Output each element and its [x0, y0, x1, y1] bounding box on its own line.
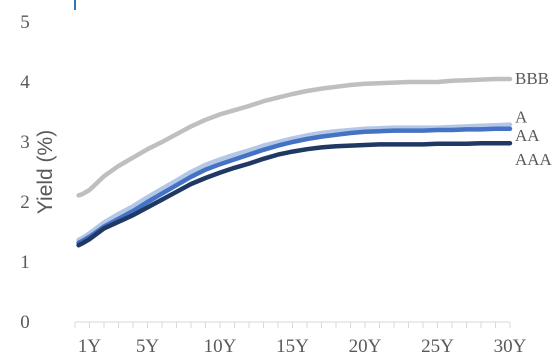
series-lines — [76, 76, 513, 248]
y-axis-title: Yield (%) — [34, 130, 57, 214]
y-tick-label: 4 — [20, 72, 30, 93]
y-tick-label: 1 — [20, 252, 30, 273]
series-line-aaa — [76, 140, 513, 248]
series-label-aa: AA — [515, 126, 540, 145]
x-tick-label: 1Y — [78, 336, 102, 356]
series-label-bbb: BBB — [515, 69, 549, 88]
x-tick-label: 10Y — [204, 336, 237, 356]
y-tick-label: 3 — [20, 132, 30, 153]
y-tick-label: 5 — [20, 12, 30, 33]
series-line-bbb — [76, 76, 513, 198]
y-tick-label: 2 — [20, 192, 30, 213]
y-axis-ticks: 0 1 2 3 4 5 — [20, 12, 30, 333]
series-line-aa — [76, 126, 513, 246]
series-line-a — [76, 122, 513, 243]
series-label-aaa: AAA — [515, 150, 553, 169]
x-tick-label: 15Y — [276, 336, 309, 356]
y-tick-label: 0 — [20, 312, 30, 333]
x-tick-label: 25Y — [421, 336, 454, 356]
x-tick-label: 5Y — [136, 336, 160, 356]
x-tick-label: 30Y — [494, 336, 527, 356]
series-label-a: A — [515, 108, 528, 127]
x-axis-ticks: 1Y 5Y 10Y 15Y 20Y 25Y 30Y — [74, 322, 527, 356]
x-tick-label: 20Y — [349, 336, 382, 356]
